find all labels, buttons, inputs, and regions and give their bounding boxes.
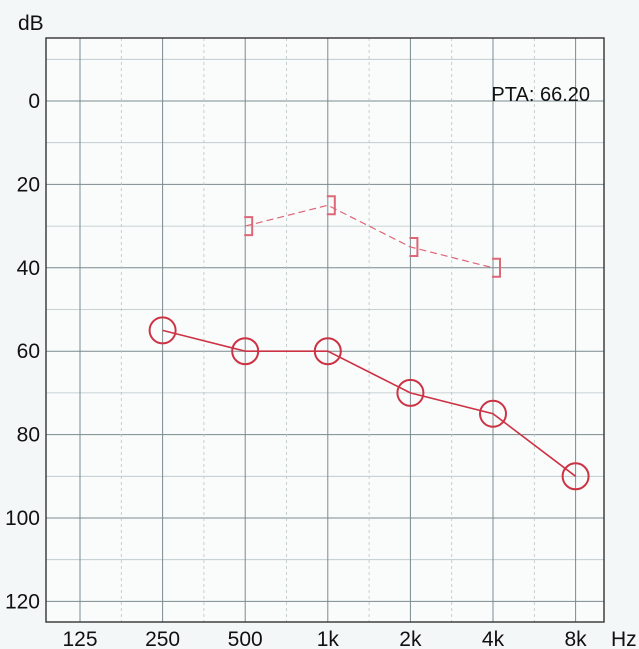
x-tick-label: 500: [228, 628, 263, 649]
plot-background: [46, 38, 604, 622]
x-tick-label: 2k: [399, 628, 422, 649]
data-point-circle: [231, 337, 260, 366]
y-tick-label: 80: [17, 424, 40, 447]
grid: [46, 38, 604, 622]
y-tick-label: 60: [17, 340, 40, 363]
x-tick-label: 125: [62, 628, 97, 649]
series-layer: [148, 195, 590, 491]
y-tick-label: 0: [28, 90, 40, 113]
x-axis-unit: Hz: [611, 628, 637, 649]
data-point-bracket: [326, 195, 336, 216]
y-tick-label: 20: [17, 173, 40, 196]
x-tick-label: 8k: [565, 628, 588, 649]
data-point-circle: [479, 399, 507, 428]
x-tick-label: 250: [145, 628, 180, 649]
y-tick-label: 120: [5, 590, 40, 613]
plot-frame: [45, 37, 605, 623]
data-point-circle: [148, 316, 177, 345]
x-tick-label: 4k: [482, 628, 505, 649]
y-tick-label: 100: [5, 507, 40, 530]
data-point-circle: [313, 337, 342, 366]
data-point-bracket: [409, 236, 419, 257]
data-point-bracket: [492, 257, 501, 278]
y-axis-ticks: 0 20 40 60 80 100 120: [5, 90, 40, 613]
series-line-2: [245, 204, 494, 269]
x-tick-label: 1k: [317, 628, 340, 649]
y-axis-unit: dB: [18, 12, 44, 35]
y-tick-label: 40: [17, 257, 40, 280]
x-axis-ticks: 125 250 500 1k 2k 4k 8k: [62, 628, 587, 649]
data-point-circle: [561, 462, 590, 491]
data-point-bracket: [244, 216, 254, 237]
pta-annotation: PTA: 66.20: [491, 84, 590, 106]
series-line-1: [162, 329, 577, 477]
data-point-circle: [396, 378, 425, 407]
